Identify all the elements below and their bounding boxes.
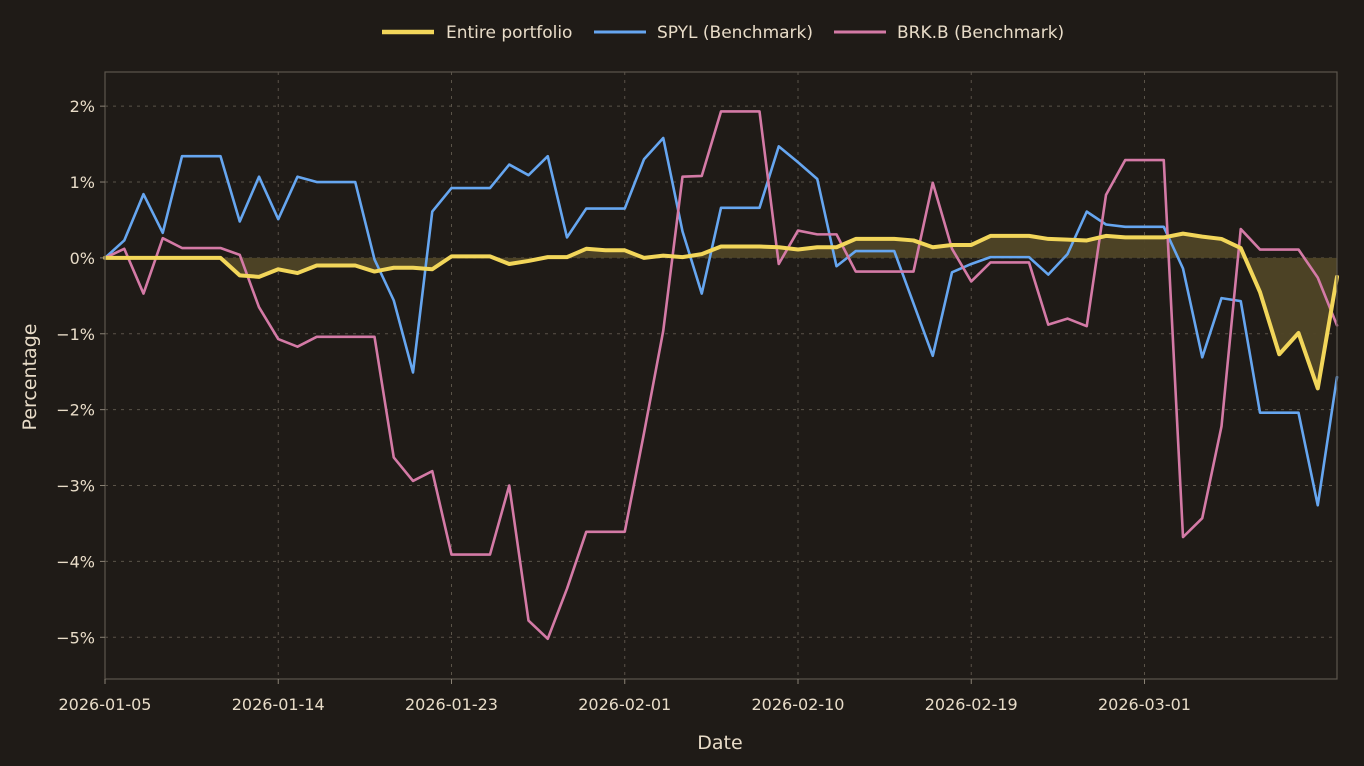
y-axis-ticks: 2% 1% 0% −1% −2% −3% −4% −5% [56, 97, 105, 647]
x-tick-label: 2026-01-14 [232, 695, 325, 714]
series-line-brk [103, 110, 1339, 641]
x-tick-label: 2026-02-10 [752, 695, 845, 714]
y-tick-label: −1% [56, 325, 95, 344]
x-tick-label: 2026-02-01 [578, 695, 671, 714]
portfolio-area-fill [105, 233, 1337, 389]
y-tick-label: −4% [56, 552, 95, 571]
x-tick-label: 2026-01-05 [59, 695, 152, 714]
x-axis-ticks: 2026-01-05 2026-01-14 2026-01-23 2026-02-01… [59, 679, 1191, 714]
y-tick-label: −2% [56, 401, 95, 420]
legend-label-brk: BRK.B (Benchmark) [897, 23, 1064, 43]
x-tick-label: 2026-02-19 [925, 695, 1018, 714]
legend: Entire portfolio SPYL (Benchmark) BRK.B … [382, 23, 1064, 43]
series-lines [103, 110, 1339, 641]
x-axis-title: Date [697, 732, 742, 754]
x-tick-label: 2026-03-01 [1098, 695, 1191, 714]
y-tick-label: 0% [70, 249, 95, 268]
y-tick-label: −3% [56, 477, 95, 496]
x-tick-label: 2026-01-23 [405, 695, 498, 714]
legend-label-portfolio: Entire portfolio [446, 23, 572, 43]
y-tick-label: 2% [70, 97, 95, 116]
y-tick-label: 1% [70, 173, 95, 192]
legend-label-spyl: SPYL (Benchmark) [657, 23, 813, 43]
grid [104, 72, 1337, 679]
y-tick-label: −5% [56, 628, 95, 647]
y-axis-title: Percentage [19, 324, 41, 431]
series-line-spyl [103, 136, 1339, 507]
series-line-portfolio [103, 231, 1339, 391]
plot-frame [104, 71, 1338, 680]
